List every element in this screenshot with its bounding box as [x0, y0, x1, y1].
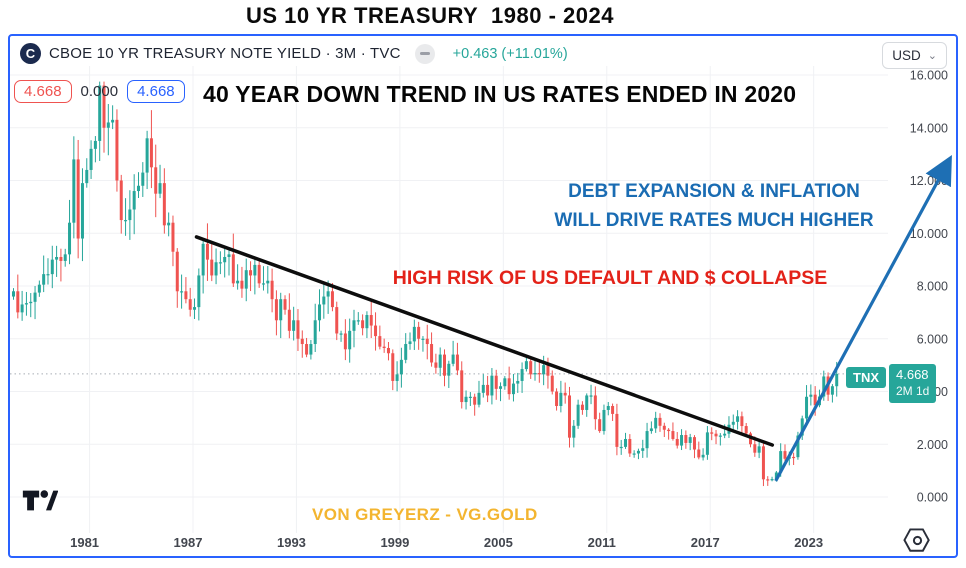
hide-indicator-icon[interactable]: [414, 43, 435, 64]
y-axis-label: 2.000: [917, 438, 948, 452]
rates-up-arrow[interactable]: [774, 155, 952, 482]
x-axis-label: 1993: [277, 535, 306, 550]
downtrend-line[interactable]: [194, 235, 775, 447]
symbol-title[interactable]: CBOE 10 YR TREASURY NOTE YIELD · 3M · TV…: [49, 45, 401, 62]
x-axis-label: 1981: [70, 535, 99, 550]
currency-label: USD: [892, 48, 921, 63]
x-axis-label: 2005: [484, 535, 513, 550]
y-axis-label: 14.000: [910, 121, 948, 135]
x-axis-label: 1999: [380, 535, 409, 550]
chevron-down-icon: ⌄: [927, 50, 937, 62]
last-price-value: 4.668: [896, 367, 929, 382]
x-axis-label: 1987: [174, 535, 203, 550]
chart-header: C CBOE 10 YR TREASURY NOTE YIELD · 3M · …: [20, 43, 568, 64]
last-price-timeframe: 2M 1d: [896, 384, 930, 398]
annotation-blue-line1: DEBT EXPANSION & INFLATION: [568, 181, 860, 202]
currency-dropdown[interactable]: USD ⌄: [882, 42, 947, 69]
last-price-badge[interactable]: 4.668 2M 1d: [889, 364, 937, 403]
watermark: VON GREYERZ - VG.GOLD: [312, 505, 538, 524]
buy-sell-row: 4.668 0.000 4.668: [14, 80, 185, 103]
x-axis-label: 2023: [794, 535, 823, 550]
annotation-blue-line2: WILL DRIVE RATES MUCH HIGHER: [554, 210, 874, 231]
candlestick-chart[interactable]: 16.00014.00012.00010.0008.0006.0004.0002…: [10, 36, 956, 556]
y-axis[interactable]: 16.00014.00012.00010.0008.0006.0004.0002…: [910, 69, 948, 505]
spread-value: 0.000: [80, 83, 119, 100]
buy-price-button[interactable]: 4.668: [127, 80, 185, 103]
ticker-badge[interactable]: TNX: [846, 367, 886, 388]
annotation-red: HIGH RISK OF US DEFAULT AND $ COLLAPSE: [392, 267, 828, 289]
chart-widget: 16.00014.00012.00010.0008.0006.0004.0002…: [8, 34, 958, 558]
annotation-blue: DEBT EXPANSION & INFLATION WILL DRIVE RA…: [506, 177, 922, 235]
y-axis-label: 16.000: [910, 69, 948, 83]
screener-eye-icon[interactable]: [903, 527, 934, 554]
y-axis-label: 8.000: [917, 280, 948, 294]
y-axis-label: 6.000: [917, 332, 948, 346]
tradingview-logo[interactable]: [22, 488, 58, 513]
gridlines: [10, 66, 888, 533]
y-axis-label: 0.000: [917, 491, 948, 505]
y-axis-label: 10.000: [910, 227, 948, 241]
x-axis-label: 2011: [588, 535, 616, 550]
annotation-main: 40 YEAR DOWN TREND IN US RATES ENDED IN …: [203, 81, 797, 107]
x-axis[interactable]: 1981 1987 1993 1999 2005 2011 2017 2023: [70, 535, 823, 550]
x-axis-label: 2017: [691, 535, 720, 550]
price-change: +0.463 (+11.01%): [452, 45, 568, 62]
candles-group: [12, 81, 839, 487]
cboe-logo-icon: C: [20, 43, 41, 64]
sell-price-button[interactable]: 4.668: [14, 80, 72, 103]
page-title: US 10 YR TREASURY 1980 - 2024: [246, 3, 614, 28]
